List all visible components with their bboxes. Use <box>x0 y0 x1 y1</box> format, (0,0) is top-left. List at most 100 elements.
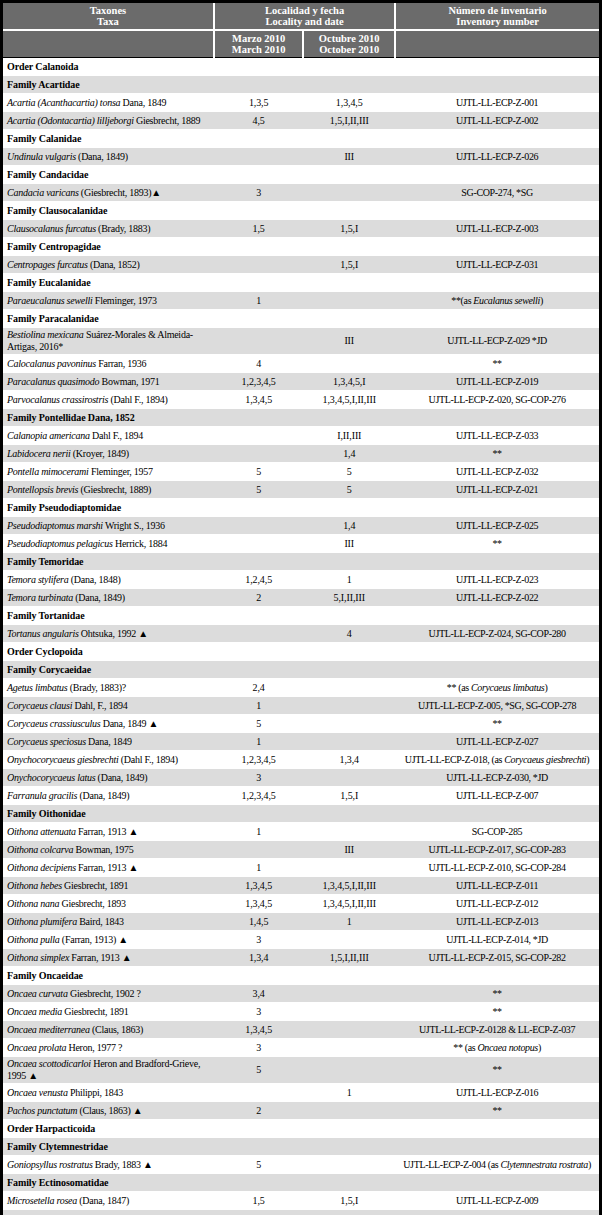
taxa-cell: Paracalanus quasimodo Bowman, 1971 <box>3 373 214 391</box>
inventory-cell: UJTL-LL-ECP-Z-020, SG-COP-276 <box>395 391 599 409</box>
table-body: Order CalanoidaFamily AcartidaeAcartia (… <box>3 58 599 1215</box>
order-label: Order Calanoida <box>3 58 599 76</box>
species-row: Oncaea media Giesbrecht, 18913** <box>3 1003 599 1021</box>
family-row: Family Euterpinidae <box>3 1210 599 1215</box>
species-row: Farranula gracilis (Dana, 1849)1,2,3,4,5… <box>3 787 599 805</box>
taxa-cell: Labidocera nerii (Kroyer, 1849) <box>3 445 214 463</box>
inventory-cell: ** <box>395 355 599 373</box>
march-cell <box>214 1084 303 1102</box>
header-locality-es: Localidad y fecha <box>217 5 392 16</box>
order-row: Order Cyclopoida <box>3 643 599 661</box>
header-inventory: Número de inventario Inventory number <box>395 3 599 30</box>
family-row: Family Pseudodiaptomidae <box>3 499 599 517</box>
taxa-cell: Centropages furcatus (Dana, 1852) <box>3 256 214 274</box>
species-row: Oncaea venusta Philippi, 18431UJTL-LL-EC… <box>3 1084 599 1102</box>
species-row: Parvocalanus crassirostris (Dahl F., 189… <box>3 391 599 409</box>
taxa-cell: Oncaea curvata Giesbrecht, 1902 ? <box>3 985 214 1003</box>
species-inventory-table: Taxones Taxa Localidad y fecha Locality … <box>3 3 599 1215</box>
taxa-cell: Corycaeus crassiusculus Dana, 1849 ▲ <box>3 715 214 733</box>
october-cell <box>303 733 395 751</box>
march-cell: 1,5 <box>214 220 303 238</box>
october-cell <box>303 931 395 949</box>
october-cell <box>303 1102 395 1120</box>
taxa-cell: Pseudodiaptomus marshi Wright S., 1936 <box>3 517 214 535</box>
family-label: Family Clytemnestridae <box>3 1138 599 1156</box>
march-cell: 1,3,4,5 <box>214 877 303 895</box>
october-cell: 1,5,I,II,III <box>303 112 395 130</box>
october-cell: 1,5,I <box>303 256 395 274</box>
species-row: Pseudodiaptomus pelagicus Herrick, 1884I… <box>3 535 599 553</box>
taxa-cell: Oithona nana Giesbrecht, 1893 <box>3 895 214 913</box>
october-cell: 5,I,II,III <box>303 589 395 607</box>
family-label: Family Euterpinidae <box>3 1210 599 1215</box>
march-cell: 1,2,3,4,5 <box>214 751 303 769</box>
taxa-cell: Oncaea media Giesbrecht, 1891 <box>3 1003 214 1021</box>
march-cell: 5 <box>214 1057 303 1084</box>
taxa-cell: Candacia varicans (Giesbrecht, 1893)▲ <box>3 184 214 202</box>
march-cell: 5 <box>214 1156 303 1174</box>
family-label: Family Oncaeidae <box>3 967 599 985</box>
species-row: Tortanus angularis Ohtsuka, 1992 ▲4UJTL-… <box>3 625 599 643</box>
species-row: Onychocorycaeus latus (Dana, 1849)3UJTL-… <box>3 769 599 787</box>
subheader-october-es: Octubre 2010 <box>306 33 392 44</box>
march-cell: 2 <box>214 1102 303 1120</box>
species-row: Clausocalanus furcatus (Brady, 1883)1,51… <box>3 220 599 238</box>
inventory-cell: ** (as Corycaeus limbatus) <box>395 679 599 697</box>
subheader-spacer-right <box>395 30 599 58</box>
taxa-cell: Pontella mimocerami Fleminger, 1957 <box>3 463 214 481</box>
march-cell: 1,2,4,5 <box>214 571 303 589</box>
taxa-cell: Farranula gracilis (Dana, 1849) <box>3 787 214 805</box>
family-label: Family Calanidae <box>3 130 599 148</box>
october-cell: 5 <box>303 481 395 499</box>
species-row: Corycaeus speciosus Dana, 18491UJTL-LL-E… <box>3 733 599 751</box>
subheader-march-en: March 2010 <box>217 44 300 55</box>
march-cell: 1 <box>214 733 303 751</box>
october-cell <box>303 859 395 877</box>
species-row: Paracalanus quasimodo Bowman, 19711,2,3,… <box>3 373 599 391</box>
order-label: Order Cyclopoida <box>3 643 599 661</box>
species-row: Temora turbinata (Dana, 1849)25,I,II,III… <box>3 589 599 607</box>
header-taxa-es: Taxones <box>5 5 211 16</box>
inventory-cell: UJTL-LL-ECP-Z-024, SG-COP-280 <box>395 625 599 643</box>
inventory-cell: UJTL-LL-ECP-Z-016 <box>395 1084 599 1102</box>
march-cell: 5 <box>214 481 303 499</box>
march-cell <box>214 625 303 643</box>
inventory-cell: ** <box>395 445 599 463</box>
species-row: Temora stylifera (Dana, 1848)1,2,4,51UJT… <box>3 571 599 589</box>
october-cell: I,II,III <box>303 427 395 445</box>
october-cell: 1 <box>303 1084 395 1102</box>
header-locality-en: Locality and date <box>217 16 392 27</box>
march-cell: 1,3,4,5 <box>214 391 303 409</box>
family-row: Family Acartidae <box>3 76 599 94</box>
taxa-cell: Oncaea mediterranea (Claus, 1863) <box>3 1021 214 1039</box>
header-inventory-en: Inventory number <box>398 16 597 27</box>
family-label: Family Ectinosomatidae <box>3 1174 599 1192</box>
taxa-cell: Oncaea scottodicarloi Heron and Bradford… <box>3 1057 214 1084</box>
family-label: Family Clausocalanidae <box>3 202 599 220</box>
october-cell: 1,5,I <box>303 787 395 805</box>
species-row: Oithona plumifera Baird, 18431,4,51UJTL-… <box>3 913 599 931</box>
march-cell: 4,5 <box>214 112 303 130</box>
header-taxa: Taxones Taxa <box>3 3 214 30</box>
family-label: Family Eucalanidae <box>3 274 599 292</box>
march-cell: 1 <box>214 697 303 715</box>
inventory-cell: UJTL-LL-ECP-Z-009 <box>395 1192 599 1210</box>
march-cell: 1,2,3,4,5 <box>214 787 303 805</box>
inventory-cell: UJTL-LL-ECP-Z-023 <box>395 571 599 589</box>
species-row: Oithona nana Giesbrecht, 18931,3,4,51,3,… <box>3 895 599 913</box>
taxa-cell: Bestiolina mexicana Suárez-Morales & Alm… <box>3 328 214 355</box>
march-cell: 5 <box>214 463 303 481</box>
october-cell <box>303 715 395 733</box>
family-row: Family Paracalanidae <box>3 310 599 328</box>
inventory-cell: ** <box>395 1003 599 1021</box>
order-row: Order Calanoida <box>3 58 599 76</box>
subheader-march-es: Marzo 2010 <box>217 33 300 44</box>
inventory-cell: UJTL-LL-ECP-Z-027 <box>395 733 599 751</box>
october-cell: 1,3,4,5,I,II,III <box>303 877 395 895</box>
taxa-cell: Oithona colcarva Bowman, 1975 <box>3 841 214 859</box>
taxa-cell: Oithona decipiens Farran, 1913 ▲ <box>3 859 214 877</box>
species-row: Paraeucalanus sewelli Fleminger, 19731**… <box>3 292 599 310</box>
family-label: Family Pontellidae Dana, 1852 <box>3 409 599 427</box>
inventory-cell: UJTL-LL-ECP-Z-033 <box>395 427 599 445</box>
inventory-cell: UJTL-LL-ECP-Z-013 <box>395 913 599 931</box>
